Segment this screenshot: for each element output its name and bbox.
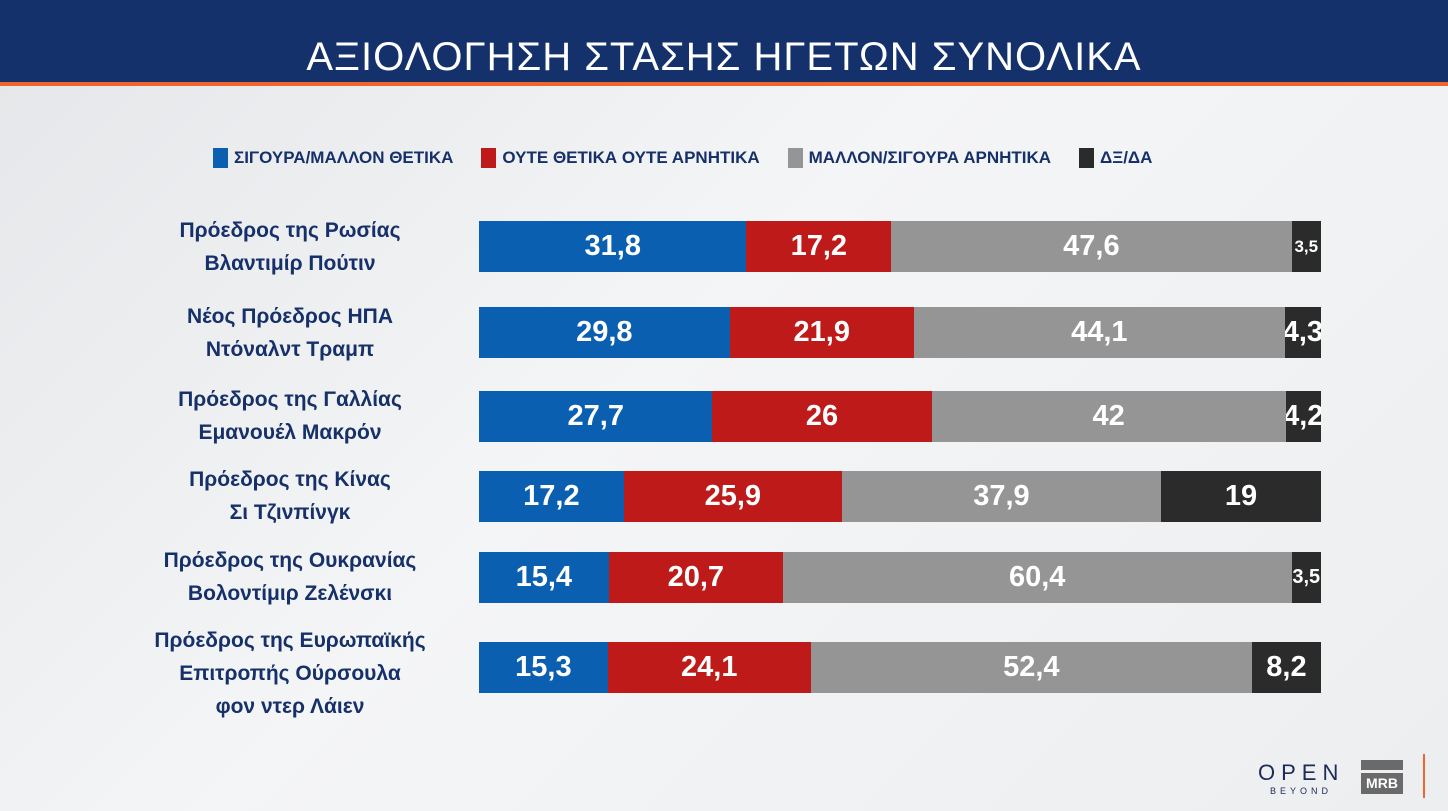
bar-segment: 3,5 [1291, 552, 1321, 603]
legend-label: ΜΑΛΛΟΝ/ΣΙΓΟΥΡΑ ΑΡΝΗΤΙΚΑ [808, 148, 1052, 167]
bar-row: 27,7 26 42 4,2 [479, 391, 1321, 442]
category-label: Νέος Πρόεδρος ΗΠΑ Ντόναλντ Τραμπ [110, 300, 470, 366]
legend-swatch [787, 148, 803, 168]
bar-segment: 47,6 [891, 221, 1292, 272]
mrb-text: MRB [1361, 773, 1403, 794]
legend-item: ΔΞ/ΔΑ [1079, 148, 1152, 168]
open-beyond-text: BEYOND [1270, 786, 1333, 796]
category-label: Πρόεδρος της Ευρωπαϊκής Επιτροπής Ούρσουλ… [110, 624, 470, 723]
category-label: Πρόεδρος της Κίνας Σι Τζινπίνγκ [110, 463, 470, 529]
legend-label: ΔΞ/ΔΑ [1100, 148, 1153, 167]
category-label-line: Πρόεδρος της Γαλλίας [178, 388, 402, 411]
divider [1423, 754, 1425, 798]
open-logo: OPEN [1258, 760, 1345, 785]
bar-segment: 19 [1160, 471, 1321, 522]
category-label-line: φον ντερ Λάιεν [215, 695, 365, 718]
bar-segment: 17,2 [479, 471, 624, 522]
category-label-line: Πρόεδρος της Ρωσίας [179, 219, 401, 242]
bar-segment: 37,9 [841, 471, 1161, 522]
bar-segment: 15,3 [479, 642, 608, 693]
bar-segment: 8,2 [1251, 642, 1321, 693]
bar-row: 29,8 21,9 44,1 4,3 [479, 307, 1321, 358]
bar-segment: 25,9 [623, 471, 842, 522]
legend: ΣΙΓΟΥΡΑ/ΜΑΛΛΟΝ ΘΕΤΙΚΑ ΟΥΤΕ ΘΕΤΙΚΑ ΟΥΤΕ ΑΡ… [213, 148, 1152, 168]
legend-label: ΟΥΤΕ ΘΕΤΙΚΑ ΟΥΤΕ ΑΡΝΗΤΙΚΑ [502, 148, 760, 167]
category-label-line: Πρόεδρος της Ουκρανίας [163, 549, 417, 572]
bar-segment: 29,8 [479, 307, 730, 358]
bar-segment: 24,1 [607, 642, 811, 693]
category-label: Πρόεδρος της Ουκρανίας Βολοντίμιρ Ζελένσκ… [110, 544, 470, 610]
bar-segment: 42 [931, 391, 1286, 442]
bar-segment: 60,4 [782, 552, 1292, 603]
bar-segment: 44,1 [913, 307, 1285, 358]
category-label-line: Νέος Πρόεδρος ΗΠΑ [187, 305, 393, 328]
bar-segment: 27,7 [479, 391, 713, 442]
bar-segment: 31,8 [479, 221, 747, 272]
bar-segment: 17,2 [746, 221, 892, 272]
bar-row: 17,2 25,9 37,9 19 [479, 471, 1321, 522]
bar-row: 31,8 17,2 47,6 3,5 [479, 221, 1321, 272]
chart-title: ΑΞΙΟΛΟΓΗΣΗ ΣΤΑΣΗΣ ΗΓΕΤΩΝ ΣΥΝΟΛΙΚΑ [306, 35, 1142, 79]
category-label-line: Πρόεδρος της Ευρωπαϊκής [154, 629, 426, 652]
category-label-line: Βλαντιμίρ Πούτιν [204, 252, 376, 275]
legend-swatch [213, 148, 228, 168]
category-label-line: Πρόεδρος της Κίνας [189, 468, 391, 491]
category-label-line: Επιτροπής Ούρσουλα [179, 662, 401, 685]
bar-row: 15,3 24,1 52,4 8,2 [479, 642, 1321, 693]
category-label-line: Ντόναλντ Τραμπ [205, 338, 375, 361]
bar-segment: 26 [712, 391, 932, 442]
category-label-line: Βολοντίμιρ Ζελένσκι [187, 582, 393, 605]
legend-swatch [481, 148, 497, 168]
bar-segment: 21,9 [729, 307, 914, 358]
bar-segment: 4,2 [1285, 391, 1321, 442]
mrb-logo: MRB [1361, 760, 1403, 794]
bar-row: 15,4 20,7 60,4 3,5 [479, 552, 1321, 603]
bar-segment: 15,4 [479, 552, 609, 603]
bar-segment: 4,3 [1284, 307, 1321, 358]
legend-item: ΣΙΓΟΥΡΑ/ΜΑΛΛΟΝ ΘΕΤΙΚΑ [213, 148, 453, 168]
category-label: Πρόεδρος της Ρωσίας Βλαντιμίρ Πούτιν [110, 214, 470, 280]
legend-item: ΜΑΛΛΟΝ/ΣΙΓΟΥΡΑ ΑΡΝΗΤΙΚΑ [787, 148, 1052, 168]
legend-swatch [1079, 148, 1095, 168]
bar-segment: 20,7 [608, 552, 783, 603]
category-label: Πρόεδρος της Γαλλίας Εμανουέλ Μακρόν [110, 383, 470, 449]
header-banner: ΑΞΙΟΛΟΓΗΣΗ ΣΤΑΣΗΣ ΗΓΕΤΩΝ ΣΥΝΟΛΙΚΑ [0, 0, 1448, 86]
legend-item: ΟΥΤΕ ΘΕΤΙΚΑ ΟΥΤΕ ΑΡΝΗΤΙΚΑ [481, 148, 760, 168]
legend-label: ΣΙΓΟΥΡΑ/ΜΑΛΛΟΝ ΘΕΤΙΚΑ [234, 148, 454, 167]
category-label-line: Σι Τζινπίνγκ [229, 501, 351, 524]
bar-segment: 52,4 [810, 642, 1252, 693]
bar-segment: 3,5 [1291, 221, 1321, 272]
category-label-line: Εμανουέλ Μακρόν [198, 421, 382, 444]
